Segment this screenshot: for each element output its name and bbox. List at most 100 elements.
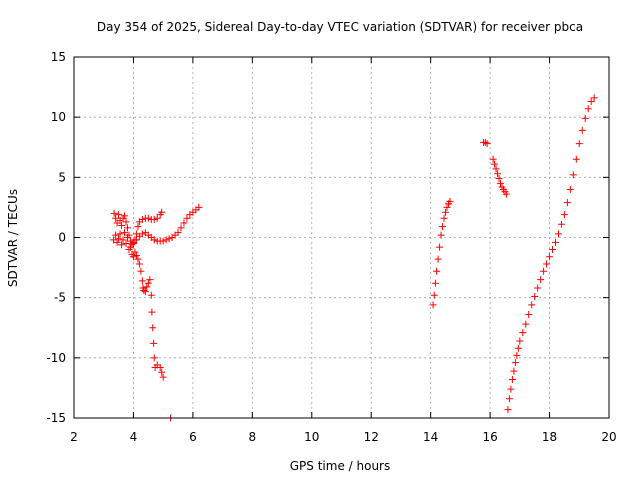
data-point bbox=[552, 238, 559, 246]
data-point bbox=[560, 211, 568, 219]
x-tick-label: 8 bbox=[249, 430, 257, 444]
data-point bbox=[543, 260, 551, 268]
series-sat-a bbox=[110, 229, 175, 422]
data-point bbox=[195, 203, 203, 211]
data-point bbox=[134, 223, 142, 231]
data-point bbox=[519, 329, 527, 337]
data-point bbox=[546, 253, 554, 261]
data-point bbox=[497, 179, 505, 187]
data-point bbox=[125, 231, 133, 239]
data-point bbox=[566, 185, 574, 193]
data-point bbox=[141, 288, 149, 296]
data-point bbox=[177, 224, 185, 232]
data-point bbox=[119, 236, 127, 244]
data-point bbox=[569, 171, 577, 179]
data-point bbox=[138, 277, 146, 285]
y-axis-label: SDTVAR / TECUs bbox=[6, 189, 20, 287]
data-point bbox=[507, 385, 515, 393]
data-point bbox=[437, 231, 445, 239]
data-point bbox=[442, 208, 450, 216]
data-point bbox=[439, 223, 447, 231]
x-tick-label: 6 bbox=[189, 430, 197, 444]
data-point bbox=[113, 238, 121, 246]
series-sat-c bbox=[129, 203, 203, 248]
data-point bbox=[147, 291, 155, 299]
data-point bbox=[578, 126, 586, 134]
data-point bbox=[132, 252, 140, 260]
data-point bbox=[149, 324, 157, 332]
data-point bbox=[587, 98, 595, 106]
data-point bbox=[183, 214, 191, 222]
data-point bbox=[148, 308, 156, 316]
data-point bbox=[491, 160, 499, 168]
chart-title: Day 354 of 2025, Sidereal Day-to-day VTE… bbox=[97, 20, 583, 34]
y-tick-label: 10 bbox=[51, 110, 66, 124]
data-point bbox=[430, 291, 438, 299]
series-sat-e bbox=[480, 138, 491, 148]
data-point bbox=[146, 276, 154, 284]
data-point bbox=[144, 279, 152, 287]
data-point bbox=[135, 260, 143, 268]
data-point bbox=[549, 246, 557, 254]
data-point bbox=[502, 190, 510, 198]
data-point bbox=[159, 373, 167, 381]
data-point bbox=[129, 240, 137, 248]
data-point bbox=[516, 337, 524, 345]
data-point bbox=[134, 255, 142, 263]
data-point bbox=[557, 220, 565, 228]
grid bbox=[74, 57, 609, 418]
x-tick-label: 10 bbox=[304, 430, 319, 444]
data-point bbox=[563, 199, 571, 207]
data-point bbox=[153, 214, 161, 222]
y-tick-label: 5 bbox=[58, 170, 66, 184]
data-point bbox=[572, 155, 580, 163]
data-point bbox=[431, 279, 439, 287]
data-point bbox=[122, 240, 130, 248]
y-tick-label: 15 bbox=[51, 50, 66, 64]
x-tick-label: 4 bbox=[130, 430, 138, 444]
series-sat-g bbox=[504, 94, 598, 414]
data-point bbox=[124, 224, 131, 232]
data-point bbox=[159, 237, 167, 245]
data-point bbox=[144, 214, 152, 222]
data-point bbox=[575, 140, 583, 148]
data-point bbox=[150, 339, 158, 347]
data-point bbox=[584, 105, 592, 113]
data-point bbox=[434, 255, 442, 263]
data-point bbox=[481, 138, 489, 146]
data-point bbox=[436, 243, 444, 251]
y-tick-label: -15 bbox=[46, 411, 66, 425]
data-point bbox=[158, 368, 166, 376]
data-point bbox=[122, 218, 130, 226]
data-point bbox=[115, 235, 123, 243]
x-tick-label: 16 bbox=[482, 430, 497, 444]
data-point bbox=[121, 212, 129, 220]
y-tick-label: 0 bbox=[58, 231, 66, 245]
data-point bbox=[162, 236, 170, 244]
data-point bbox=[440, 214, 448, 222]
y-tick-label: -10 bbox=[46, 351, 66, 365]
data-point bbox=[514, 344, 522, 352]
data-point bbox=[433, 267, 441, 275]
data-point bbox=[537, 276, 545, 284]
data-point bbox=[174, 229, 182, 237]
data-point bbox=[508, 375, 516, 383]
data-point bbox=[140, 286, 148, 294]
data-point bbox=[150, 215, 158, 223]
x-axis-label: GPS time / hours bbox=[290, 459, 391, 473]
data-point bbox=[513, 351, 521, 359]
series-sat-f bbox=[489, 155, 510, 198]
x-tick-label: 2 bbox=[70, 430, 78, 444]
data-point bbox=[494, 170, 502, 178]
x-tick-label: 18 bbox=[542, 430, 557, 444]
data-point bbox=[112, 214, 120, 222]
data-point bbox=[504, 406, 512, 414]
data-point bbox=[129, 253, 137, 261]
data-point bbox=[138, 215, 146, 223]
data-point bbox=[429, 301, 437, 309]
data-point bbox=[443, 203, 451, 211]
data-point bbox=[505, 395, 513, 403]
data-point bbox=[446, 197, 454, 205]
data-point bbox=[110, 236, 118, 244]
